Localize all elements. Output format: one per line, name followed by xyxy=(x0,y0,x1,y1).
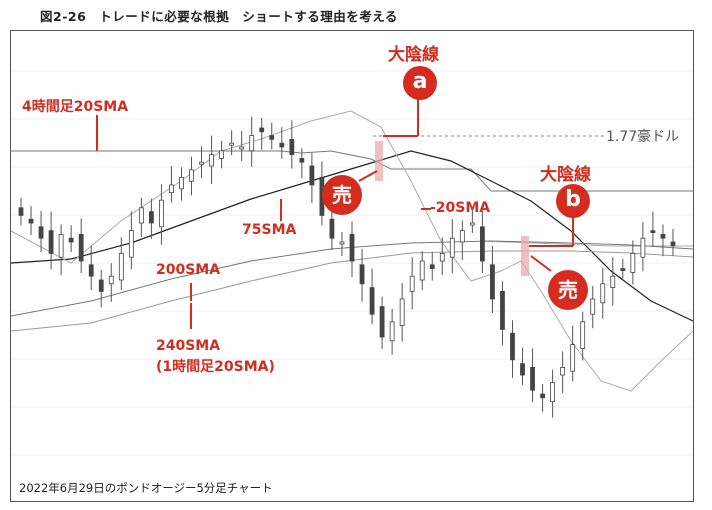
candle-body xyxy=(78,233,84,262)
candle-body xyxy=(419,260,425,281)
candle-body xyxy=(299,158,305,163)
sma-240-line xyxy=(11,250,693,332)
candle-body xyxy=(530,366,535,391)
candle-body xyxy=(38,226,44,239)
candle-body xyxy=(389,321,395,342)
candle-body xyxy=(249,135,255,152)
candle-body xyxy=(48,230,54,254)
candle-body xyxy=(159,199,164,228)
leader-sell-a xyxy=(358,170,378,182)
candle-body xyxy=(339,241,345,245)
candle-body xyxy=(630,252,636,273)
candle-body xyxy=(580,321,586,349)
candle-body xyxy=(199,161,204,165)
grid xyxy=(11,70,693,456)
candle-body xyxy=(169,184,174,193)
highlight-candle-a xyxy=(375,141,383,181)
sma-neg20-label: -20SMA xyxy=(430,200,491,216)
candle-body xyxy=(490,264,495,300)
candle-body xyxy=(469,222,475,226)
badge-b: b xyxy=(556,184,590,218)
candle-body xyxy=(610,275,616,288)
chart-caption: 2022年6月29日のポンドオージー5分足チャート xyxy=(16,480,276,496)
candle-body xyxy=(540,393,545,399)
candle-body xyxy=(259,127,265,133)
candle-body xyxy=(179,176,184,190)
candle-body xyxy=(409,275,415,292)
candle-body xyxy=(269,135,275,140)
candle-body xyxy=(279,142,285,148)
candle-body xyxy=(359,264,365,285)
sell-marker-a: 売 xyxy=(322,175,362,215)
candle-body xyxy=(459,230,465,243)
candle-body xyxy=(18,207,24,216)
candle-body xyxy=(88,264,94,277)
sma-neg20-line xyxy=(11,110,693,392)
badge-a: a xyxy=(403,66,437,100)
candle-body xyxy=(520,363,525,376)
highlight-candle-b xyxy=(521,236,529,276)
candle-body xyxy=(550,382,556,403)
sma-200-label: 200SMA xyxy=(156,262,221,278)
candle-body xyxy=(349,233,355,262)
candle-body xyxy=(239,146,245,150)
candle-body xyxy=(660,233,666,239)
sma-240-label: 240SMA xyxy=(156,338,221,354)
big-bear-label-a: 大陰線 xyxy=(388,45,439,65)
candle-body xyxy=(479,226,485,262)
candle-body xyxy=(209,154,214,167)
candle-body xyxy=(108,275,114,285)
level-label: 1.77豪ドル xyxy=(604,126,682,146)
sell-marker-b: 売 xyxy=(548,270,588,310)
sma-75-label: 75SMA xyxy=(242,222,297,238)
candle-body xyxy=(620,268,626,272)
candle-body xyxy=(28,218,34,224)
candle-body xyxy=(650,230,656,234)
leader-sell-b xyxy=(530,255,552,272)
candle-body xyxy=(590,298,596,315)
candle-body xyxy=(329,218,335,239)
candle-body xyxy=(570,344,576,372)
candles xyxy=(18,116,676,418)
candle-body xyxy=(219,150,225,159)
price-chart xyxy=(11,70,693,456)
candle-body xyxy=(449,237,455,258)
candle-body xyxy=(189,169,194,182)
candle-body xyxy=(309,165,315,186)
sma-4h-line xyxy=(11,150,693,192)
candle-body xyxy=(670,241,676,247)
candle-body xyxy=(229,142,235,146)
candle-body xyxy=(128,230,134,258)
figure-title: 図2-26 トレードに必要な根拠 ショートする理由を考える xyxy=(40,9,398,24)
sma-4h-label: 4時間足20SMA xyxy=(22,99,129,115)
candle-body xyxy=(500,290,505,330)
sma-200-line xyxy=(11,240,693,317)
candle-body xyxy=(58,233,64,258)
candle-body xyxy=(439,252,445,262)
candle-body xyxy=(369,287,375,315)
candle-body xyxy=(429,264,435,270)
candle-body xyxy=(560,366,566,376)
candle-body xyxy=(118,252,124,281)
candle-body xyxy=(379,306,385,338)
candle-body xyxy=(289,139,295,156)
candle-body xyxy=(138,207,144,224)
candle-body xyxy=(640,237,646,258)
candle-body xyxy=(98,279,104,292)
candle-body xyxy=(148,211,154,224)
chart-frame xyxy=(10,30,694,502)
candle-body xyxy=(68,237,74,243)
big-bear-label-b: 大陰線 xyxy=(540,165,591,185)
candle-body xyxy=(600,283,606,304)
sma-240-note: (1時間足20SMA) xyxy=(156,359,275,375)
candle-body xyxy=(399,298,405,327)
candle-body xyxy=(510,332,515,361)
